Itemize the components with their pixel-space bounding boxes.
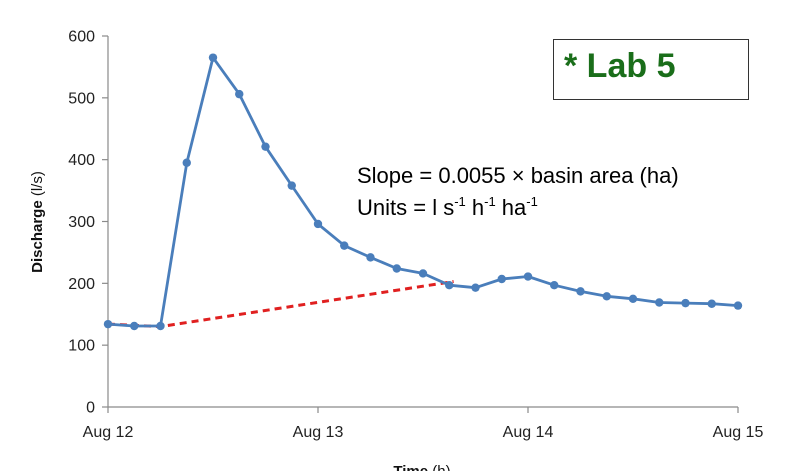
- data-point: [628, 294, 638, 303]
- discharge-series: [103, 53, 743, 331]
- y-tick-label: 600: [68, 29, 95, 46]
- data-point: [681, 298, 690, 308]
- data-point: [655, 298, 664, 307]
- data-point: [445, 280, 454, 290]
- x-axis-unit: (h): [432, 463, 450, 471]
- y-tick-label: 400: [68, 152, 95, 169]
- x-tick-label: Aug 12: [83, 424, 134, 441]
- units-annotation: Units = l s-1 h-1 ha-1: [357, 194, 538, 220]
- y-tick-label: 200: [68, 276, 95, 293]
- y-axis-ticks: 0 100 200 300 400 500 600: [68, 29, 108, 417]
- baseflow-separation-line: [107, 280, 454, 329]
- baseline-line: [107, 280, 454, 329]
- data-point: [392, 264, 401, 273]
- y-axis-unit: (l/s): [29, 171, 46, 196]
- data-point: [418, 269, 428, 278]
- x-axis-title: Time (h): [393, 463, 450, 471]
- data-point: [366, 253, 375, 262]
- y-tick-label: 100: [68, 338, 95, 355]
- y-tick-label: 500: [68, 90, 95, 107]
- x-tick-label: Aug 15: [713, 424, 764, 441]
- data-point: [261, 142, 270, 151]
- data-point: [182, 158, 191, 167]
- data-point: [602, 292, 611, 301]
- data-point: [208, 53, 218, 62]
- x-tick-label: Aug 14: [503, 424, 554, 441]
- data-point: [287, 181, 296, 190]
- y-tick-label: 0: [86, 400, 95, 417]
- slope-annotation: Slope = 0.0055 × basin area (ha): [357, 163, 679, 188]
- lab-label: * Lab 5: [564, 47, 676, 85]
- data-point: [340, 241, 349, 250]
- y-tick-label: 300: [68, 214, 95, 231]
- data-point: [523, 272, 533, 281]
- lab-label-box: * Lab 5: [553, 39, 749, 100]
- y-axis-title: Discharge (l/s): [29, 171, 46, 273]
- data-point: [550, 280, 559, 290]
- data-point: [313, 219, 323, 229]
- data-point: [103, 319, 113, 329]
- data-point: [576, 287, 585, 296]
- data-point: [497, 274, 506, 284]
- data-point: [471, 283, 480, 292]
- data-point: [733, 301, 743, 310]
- data-point: [156, 321, 165, 331]
- data-point: [707, 299, 716, 308]
- data-point: [130, 321, 139, 331]
- x-tick-label: Aug 13: [293, 424, 344, 441]
- x-axis-ticks: Aug 12 Aug 13 Aug 14 Aug 15: [83, 407, 764, 441]
- data-point: [235, 89, 244, 99]
